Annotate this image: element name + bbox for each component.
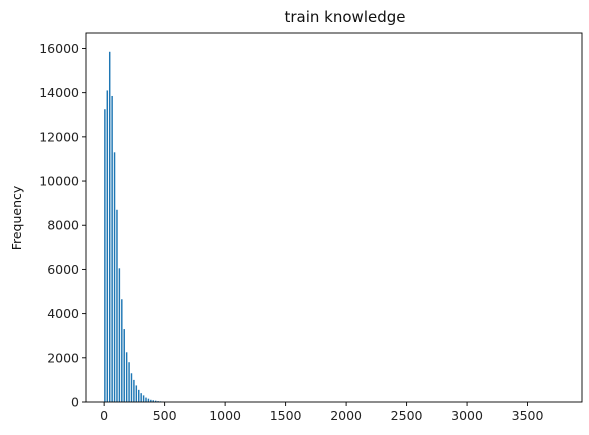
y-axis-label: Frequency [9, 185, 24, 250]
y-tick-label: 8000 [47, 218, 79, 233]
chart-title: train knowledge [285, 8, 406, 26]
histogram-bar [147, 398, 150, 402]
histogram-bar [130, 373, 133, 402]
histogram-bar [138, 389, 140, 402]
histogram-bar [113, 152, 116, 402]
histogram-bar [133, 379, 135, 402]
y-tick-label: 14000 [39, 85, 79, 100]
y-axis-ticks: 0 2000 4000 6000 8000 10000 12000 14000 16000 [39, 41, 86, 410]
histogram-bar [104, 109, 106, 403]
x-tick-label: 2000 [330, 408, 362, 423]
x-tick-label: 3500 [512, 408, 544, 423]
histogram-bar [154, 400, 157, 402]
histogram-bar [118, 268, 121, 402]
x-axis-ticks: 0 500 1000 1500 2000 2500 3000 3500 [100, 402, 544, 423]
y-tick-label: 0 [71, 395, 79, 410]
x-tick-label: 3000 [451, 408, 483, 423]
y-tick-label: 16000 [39, 41, 79, 56]
x-tick-label: 2500 [391, 408, 423, 423]
plot-frame [85, 32, 583, 403]
histogram-bar [116, 209, 118, 402]
histogram-bar [142, 395, 145, 402]
y-tick-label: 6000 [47, 262, 79, 277]
histogram-bar [150, 399, 152, 402]
y-tick-label: 10000 [39, 174, 79, 189]
histogram-bar [121, 299, 123, 402]
x-tick-label: 1000 [209, 408, 241, 423]
y-tick-label: 4000 [47, 306, 79, 321]
histogram-bar [145, 397, 147, 402]
x-tick-label: 0 [100, 408, 108, 423]
histogram-bar [106, 90, 109, 403]
histogram-bar [135, 385, 138, 402]
histogram-bar [128, 362, 130, 402]
histogram-bar [111, 95, 113, 402]
histogram-bar [125, 352, 128, 402]
histogram-bar [108, 51, 111, 403]
histogram-bar [152, 400, 154, 402]
histogram-bar [123, 329, 125, 402]
x-tick-label: 500 [153, 408, 177, 423]
y-tick-label: 12000 [39, 129, 79, 144]
bars-group [104, 51, 164, 403]
histogram-bar [140, 393, 142, 402]
x-tick-label: 1500 [270, 408, 302, 423]
y-tick-label: 2000 [47, 350, 79, 365]
